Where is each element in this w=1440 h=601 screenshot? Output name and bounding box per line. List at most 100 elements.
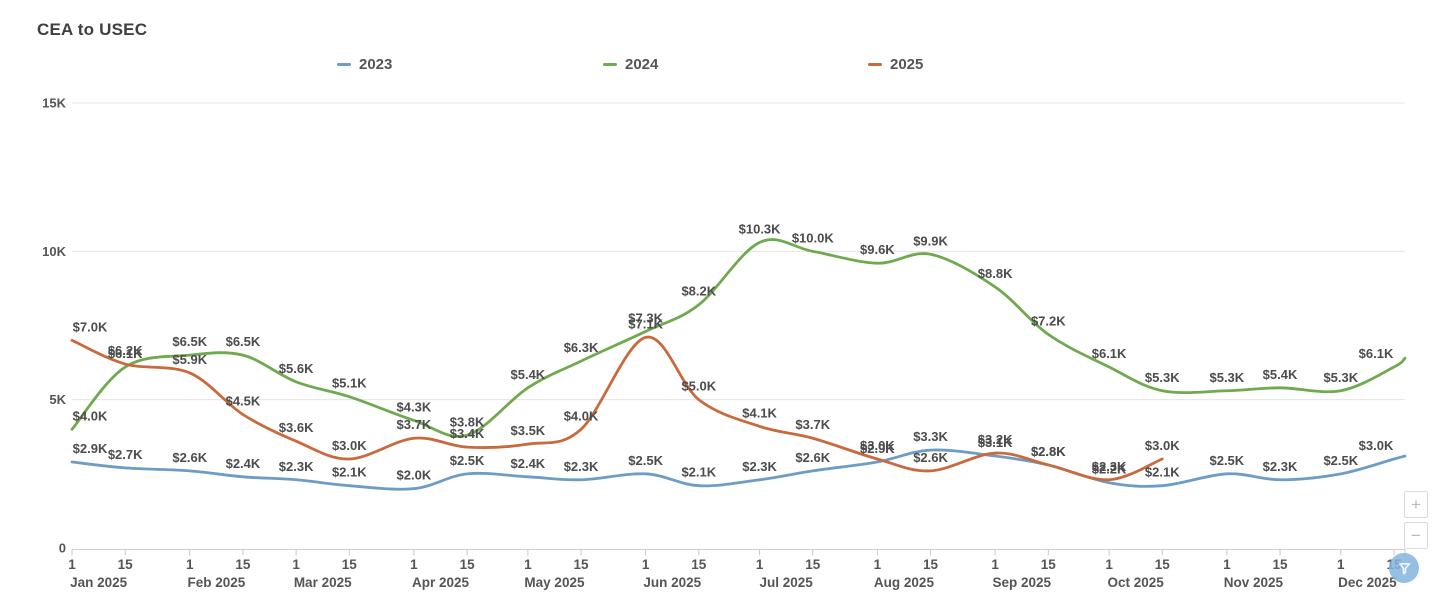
- legend-swatch-2025-icon: [868, 63, 882, 66]
- point-label-2023: $2.5K: [450, 453, 485, 468]
- point-label-2024: $10.3K: [739, 221, 782, 236]
- point-label-2024: $6.1K: [1359, 346, 1394, 361]
- point-label-2023: $2.9K: [73, 441, 108, 456]
- point-label-2025: $2.6K: [913, 450, 948, 465]
- x-month-label: Apr 2025: [412, 575, 470, 590]
- x-tick-label: 1: [756, 557, 764, 572]
- point-label-2023: $3.3K: [913, 429, 948, 444]
- legend-swatch-2024-icon: [603, 63, 617, 66]
- point-label-2024: $5.3K: [1323, 370, 1358, 385]
- point-label-2023: $2.9K: [860, 441, 895, 456]
- series-line-2023[interactable]: [70, 448, 1407, 491]
- point-label-2024: $9.9K: [913, 233, 948, 248]
- point-label-2024: $5.3K: [1145, 370, 1180, 385]
- x-tick-label: 15: [574, 557, 590, 572]
- point-label-2025: $2.8K: [1031, 444, 1066, 459]
- legend-label-2023: 2023: [359, 56, 393, 73]
- point-label-2023: $2.3K: [742, 459, 777, 474]
- point-label-2025: $3.0K: [332, 438, 367, 453]
- x-tick-label: 1: [410, 557, 418, 572]
- series-line-2024[interactable]: [70, 238, 1407, 438]
- legend-item-2023[interactable]: 2023: [337, 56, 392, 73]
- x-month-label: May 2025: [524, 575, 585, 590]
- point-label-2025: $3.0K: [1145, 438, 1180, 453]
- point-label-2023: $2.8K: [1031, 444, 1066, 459]
- point-label-2025: $4.0K: [564, 408, 599, 423]
- point-label-2024: $4.0K: [73, 408, 108, 423]
- point-label-2024: $6.1K: [108, 346, 143, 361]
- point-label-2025: $7.1K: [628, 316, 663, 331]
- x-tick-label: 15: [1273, 557, 1289, 572]
- x-tick-label: 15: [342, 557, 358, 572]
- x-tick-label: 1: [991, 557, 999, 572]
- point-label-2023: $2.1K: [1145, 465, 1180, 480]
- point-label-2024: $7.2K: [1031, 313, 1066, 328]
- x-month-label: Jun 2025: [643, 575, 701, 590]
- series-line-2025[interactable]: [70, 335, 1164, 482]
- point-label-2023: $3.1K: [978, 435, 1013, 450]
- point-label-2023: $2.1K: [681, 465, 716, 480]
- point-label-2023: $2.2K: [1092, 462, 1127, 477]
- x-tick-label: 1: [524, 557, 532, 572]
- point-label-2025: $3.5K: [511, 423, 546, 438]
- point-label-2023: $2.5K: [628, 453, 663, 468]
- x-tick-label: 15: [1041, 557, 1057, 572]
- point-label-2023: $2.6K: [172, 450, 207, 465]
- point-label-2025: $7.0K: [73, 319, 108, 334]
- x-month-label: Jul 2025: [760, 575, 814, 590]
- x-tick-label: 1: [68, 557, 76, 572]
- legend-item-2025[interactable]: 2025: [868, 56, 923, 73]
- legend-item-2024[interactable]: 2024: [603, 56, 658, 73]
- filter-badge[interactable]: [1389, 553, 1419, 583]
- point-label-2023: $2.5K: [1209, 453, 1244, 468]
- legend-label-2025: 2025: [890, 56, 924, 73]
- point-label-2023: $2.3K: [564, 459, 599, 474]
- x-tick-label: 15: [1155, 557, 1171, 572]
- x-month-label: Nov 2025: [1224, 575, 1284, 590]
- zoom-in-button[interactable]: +: [1404, 491, 1428, 518]
- x-month-label: Aug 2025: [874, 575, 935, 590]
- funnel-icon: [1398, 562, 1410, 574]
- y-tick-label: 10K: [42, 244, 66, 259]
- zoom-out-button[interactable]: −: [1404, 522, 1428, 549]
- x-month-label: Dec 2025: [1338, 575, 1397, 590]
- point-label-2025: $3.0K: [860, 438, 895, 453]
- point-label-2024: $10.0K: [792, 230, 835, 245]
- point-label-2025: $2.3K: [1092, 459, 1127, 474]
- point-label-2025: $3.6K: [279, 420, 314, 435]
- point-label-2023: $3.0K: [1359, 438, 1394, 453]
- point-label-2024: $5.3K: [1209, 370, 1244, 385]
- x-tick-label: 1: [292, 557, 300, 572]
- point-label-2023: $2.3K: [1263, 459, 1298, 474]
- point-label-2023: $2.7K: [108, 447, 143, 462]
- x-tick-label: 15: [923, 557, 939, 572]
- x-month-label: Mar 2025: [294, 575, 352, 590]
- point-label-2024: $9.6K: [860, 242, 895, 257]
- point-label-2024: $7.3K: [628, 310, 663, 325]
- x-month-label: Jan 2025: [70, 575, 128, 590]
- point-label-2025: $6.2K: [108, 343, 143, 358]
- x-month-label: Feb 2025: [187, 575, 245, 590]
- point-label-2024: $8.2K: [681, 284, 716, 299]
- point-label-2024: $6.5K: [226, 334, 261, 349]
- point-label-2023: $2.6K: [795, 450, 830, 465]
- y-tick-label: 0: [59, 541, 66, 556]
- point-label-2024: $5.6K: [279, 361, 314, 376]
- x-tick-label: 15: [460, 557, 476, 572]
- point-label-2024: $8.8K: [978, 266, 1013, 281]
- point-label-2024: $5.1K: [332, 376, 367, 391]
- point-label-2024: $6.3K: [564, 340, 599, 355]
- page-title: CEA to USEC: [37, 20, 148, 39]
- y-tick-label: 5K: [49, 392, 66, 407]
- point-label-2024: $3.8K: [450, 414, 485, 429]
- y-tick-label: 15K: [42, 96, 66, 111]
- point-label-2025: $3.7K: [795, 417, 830, 432]
- point-label-2025: $4.5K: [226, 394, 261, 409]
- x-tick-label: 15: [691, 557, 707, 572]
- point-label-2023: $2.4K: [226, 456, 261, 471]
- point-label-2025: $3.7K: [397, 417, 432, 432]
- x-month-label: Oct 2025: [1108, 575, 1165, 590]
- legend-swatch-2023-icon: [337, 63, 351, 66]
